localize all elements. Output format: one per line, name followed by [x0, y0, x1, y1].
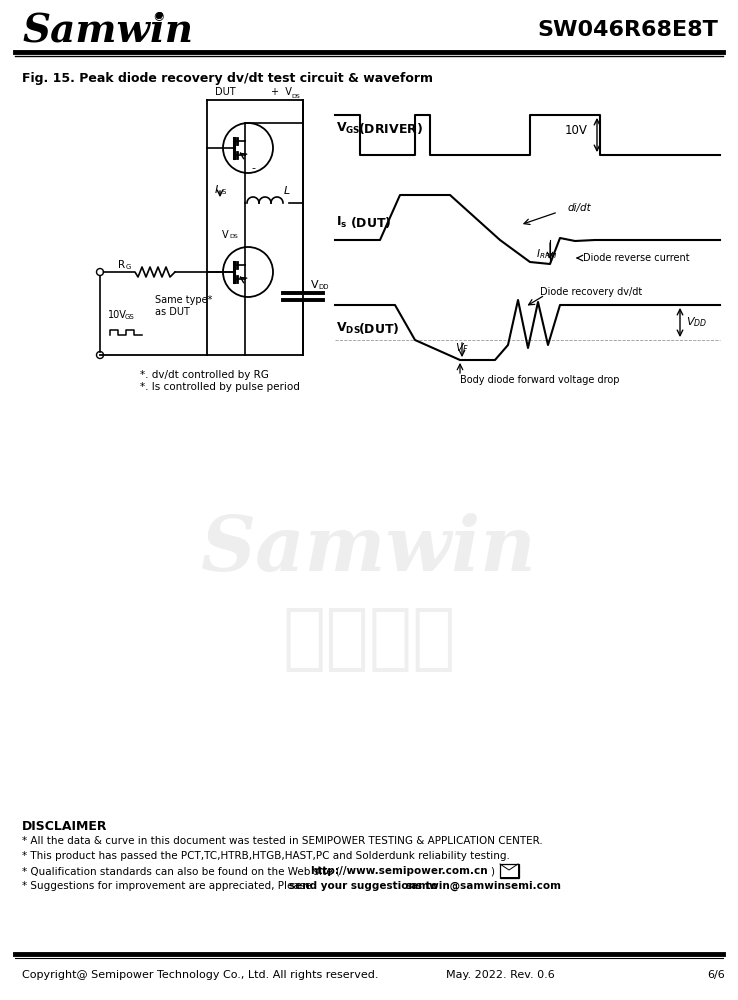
Text: +  V: + V	[271, 87, 292, 97]
Text: $\mathbf{(DRIVER)}$: $\mathbf{(DRIVER)}$	[358, 120, 423, 135]
Text: Diode reverse current: Diode reverse current	[583, 253, 689, 263]
Text: http://www.semipower.com.cn: http://www.semipower.com.cn	[310, 866, 488, 876]
Text: send your suggestions to: send your suggestions to	[289, 881, 441, 891]
Text: samwin@samwinsemi.com: samwin@samwinsemi.com	[405, 881, 561, 891]
Text: -: -	[251, 163, 255, 173]
Text: Fig. 15. Peak diode recovery dv/dt test circuit & waveform: Fig. 15. Peak diode recovery dv/dt test …	[22, 72, 433, 85]
Text: Diode recovery dv/dt: Diode recovery dv/dt	[540, 287, 642, 297]
Text: *. Is controlled by pulse period: *. Is controlled by pulse period	[140, 382, 300, 392]
Text: ®: ®	[152, 11, 165, 24]
Text: DS: DS	[229, 234, 238, 239]
Text: $\mathbf{I_s}$: $\mathbf{I_s}$	[336, 214, 348, 230]
Text: $I_{RRM}$: $I_{RRM}$	[536, 247, 557, 261]
Text: G: G	[126, 264, 131, 270]
Text: DUT: DUT	[215, 87, 235, 97]
Text: * All the data & curve in this document was tested in SEMIPOWER TESTING & APPLIC: * All the data & curve in this document …	[22, 836, 542, 846]
Text: 内部保密: 内部保密	[282, 605, 456, 674]
Text: May. 2022. Rev. 0.6: May. 2022. Rev. 0.6	[446, 970, 554, 980]
Text: * This product has passed the PCT,TC,HTRB,HTGB,HAST,PC and Solderdunk reliabilit: * This product has passed the PCT,TC,HTR…	[22, 851, 510, 861]
Text: Copyright@ Semipower Technology Co., Ltd. All rights reserved.: Copyright@ Semipower Technology Co., Ltd…	[22, 970, 379, 980]
Text: DD: DD	[318, 284, 328, 290]
Text: DISCLAIMER: DISCLAIMER	[22, 820, 108, 833]
Text: $\mathbf{V_{GS}}$: $\mathbf{V_{GS}}$	[336, 120, 361, 136]
Text: 10V: 10V	[565, 124, 588, 137]
Text: $V_{DD}$: $V_{DD}$	[686, 315, 707, 329]
Text: as DUT: as DUT	[155, 307, 190, 317]
Text: $\mathbf{(DUT)}$: $\mathbf{(DUT)}$	[358, 320, 399, 336]
Text: *. dv/dt controlled by RG: *. dv/dt controlled by RG	[140, 370, 269, 380]
Text: * Qualification standards can also be found on the Web site (: * Qualification standards can also be fo…	[22, 866, 340, 876]
Text: L: L	[284, 186, 290, 196]
Text: Samwin: Samwin	[22, 11, 193, 49]
Text: 10V: 10V	[108, 310, 127, 320]
Text: $V_F$: $V_F$	[455, 341, 469, 355]
Text: di/dt: di/dt	[568, 203, 592, 213]
Text: DS: DS	[291, 94, 300, 99]
Text: GS: GS	[125, 314, 135, 320]
Text: Same type*: Same type*	[155, 295, 213, 305]
Text: S: S	[221, 189, 225, 195]
Text: * Suggestions for improvement are appreciated, Please: * Suggestions for improvement are apprec…	[22, 881, 315, 891]
Text: V: V	[222, 230, 229, 240]
Text: R: R	[118, 260, 125, 270]
Text: 6/6: 6/6	[707, 970, 725, 980]
Text: ): )	[490, 866, 494, 876]
Text: V: V	[311, 280, 319, 290]
Text: Body diode forward voltage drop: Body diode forward voltage drop	[460, 375, 619, 385]
Text: $\mathbf{V_{DS}}$: $\mathbf{V_{DS}}$	[336, 320, 361, 336]
FancyBboxPatch shape	[500, 863, 519, 878]
Text: Samwin: Samwin	[201, 513, 537, 587]
Text: SW046R68E8T: SW046R68E8T	[537, 20, 718, 40]
Text: $\mathbf{(DUT)}$: $\mathbf{(DUT)}$	[350, 215, 392, 230]
Text: I: I	[215, 185, 218, 195]
